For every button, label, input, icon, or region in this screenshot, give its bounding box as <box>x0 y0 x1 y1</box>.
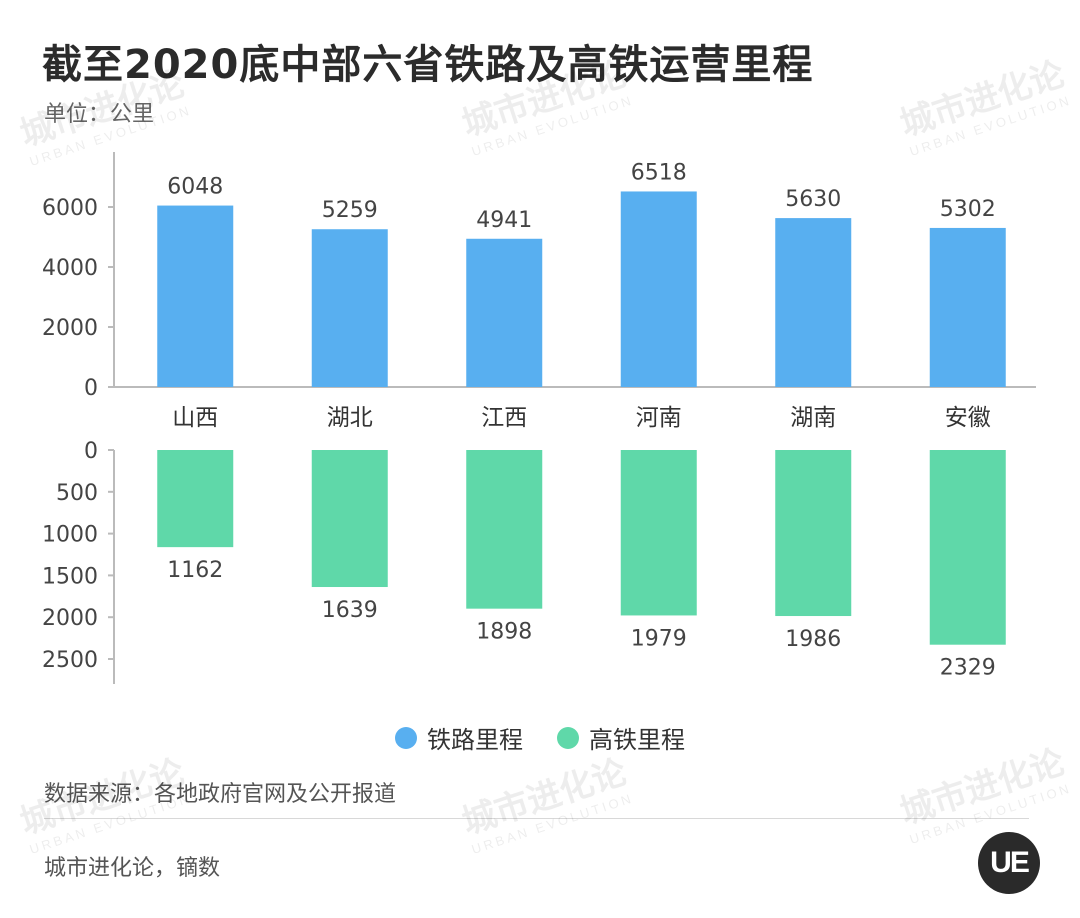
footer-divider <box>44 818 1029 819</box>
watermark-5-cn: 城市进化论 <box>457 753 632 842</box>
category-label: 山西 <box>172 405 218 431</box>
railway-value-label: 5630 <box>785 187 841 212</box>
top-y-tick-label: 0 <box>84 376 98 401</box>
hsr-bar-2 <box>311 450 388 588</box>
watermark-5: 城市进化论 URBAN EVOLUTION <box>457 753 636 857</box>
credit-text: 城市进化论，镝数 <box>44 856 221 881</box>
category-label: 河南 <box>636 405 682 431</box>
bottom-y-tick-label: 2000 <box>42 606 98 631</box>
hsr-value-label: 1898 <box>476 620 532 645</box>
category-label: 江西 <box>481 405 527 431</box>
bottom-y-tick-label: 0 <box>84 439 98 464</box>
hsr-bar-1 <box>157 450 234 548</box>
bottom-y-tick-label: 500 <box>56 481 98 506</box>
railway-value-label: 5259 <box>322 198 378 223</box>
hsr-bar-3 <box>466 450 543 609</box>
legend-hsr-swatch <box>557 726 579 749</box>
category-label: 湖北 <box>327 405 373 431</box>
railway-bar-5 <box>775 218 852 387</box>
hsr-bar-5 <box>775 450 852 617</box>
railway-bar-2 <box>311 229 388 387</box>
hsr-value-label: 1162 <box>167 558 223 583</box>
bottom-y-tick-label: 1500 <box>42 564 98 589</box>
chart-title: 截至2020底中部六省铁路及高铁运营里程 <box>42 42 814 88</box>
watermark-5-en: URBAN EVOLUTION <box>469 790 636 857</box>
railway-bar-4 <box>620 191 697 387</box>
hsr-value-label: 1986 <box>785 627 841 652</box>
railway-bar-6 <box>929 227 1006 387</box>
railway-bar-1 <box>157 205 234 387</box>
railway-value-label: 6518 <box>631 160 687 185</box>
hsr-bar-6 <box>929 450 1006 645</box>
legend-item-railway[interactable]: 铁路里程 <box>395 720 523 755</box>
watermark-6: 城市进化论 URBAN EVOLUTION <box>896 743 1074 847</box>
legend-hsr-label: 高铁里程 <box>589 726 685 754</box>
data-source: 数据来源：各地政府官网及公开报道 <box>44 782 397 807</box>
railway-value-label: 4941 <box>476 208 532 233</box>
hsr-value-label: 2329 <box>940 656 996 681</box>
unit-label: 单位：公里 <box>44 102 155 127</box>
legend-railway-swatch <box>395 726 417 749</box>
hsr-value-label: 1979 <box>631 626 687 651</box>
legend-item-hsr[interactable]: 高铁里程 <box>557 720 685 755</box>
railway-bar-3 <box>466 238 543 387</box>
railway-value-label: 6048 <box>167 175 223 200</box>
top-y-tick-label: 2000 <box>42 316 98 341</box>
legend-railway-label: 铁路里程 <box>427 726 523 754</box>
top-y-tick-label: 4000 <box>42 256 98 281</box>
legend: 铁路里程 高铁里程 <box>0 720 1080 755</box>
top-y-tick-label: 6000 <box>42 196 98 221</box>
hsr-value-label: 1639 <box>322 598 378 623</box>
bottom-y-tick-label: 2500 <box>42 648 98 673</box>
bottom-y-tick-label: 1000 <box>42 523 98 548</box>
category-label: 湖南 <box>790 405 836 431</box>
railway-value-label: 5302 <box>940 197 996 222</box>
bar-chart: 0 2000 4000 6000 6048 山西 5259 湖北 4941 江西 6518 河南 563… <box>42 152 1036 684</box>
brand-logo: UE <box>978 832 1040 894</box>
hsr-bar-4 <box>620 450 697 616</box>
category-label: 安徽 <box>945 405 991 431</box>
